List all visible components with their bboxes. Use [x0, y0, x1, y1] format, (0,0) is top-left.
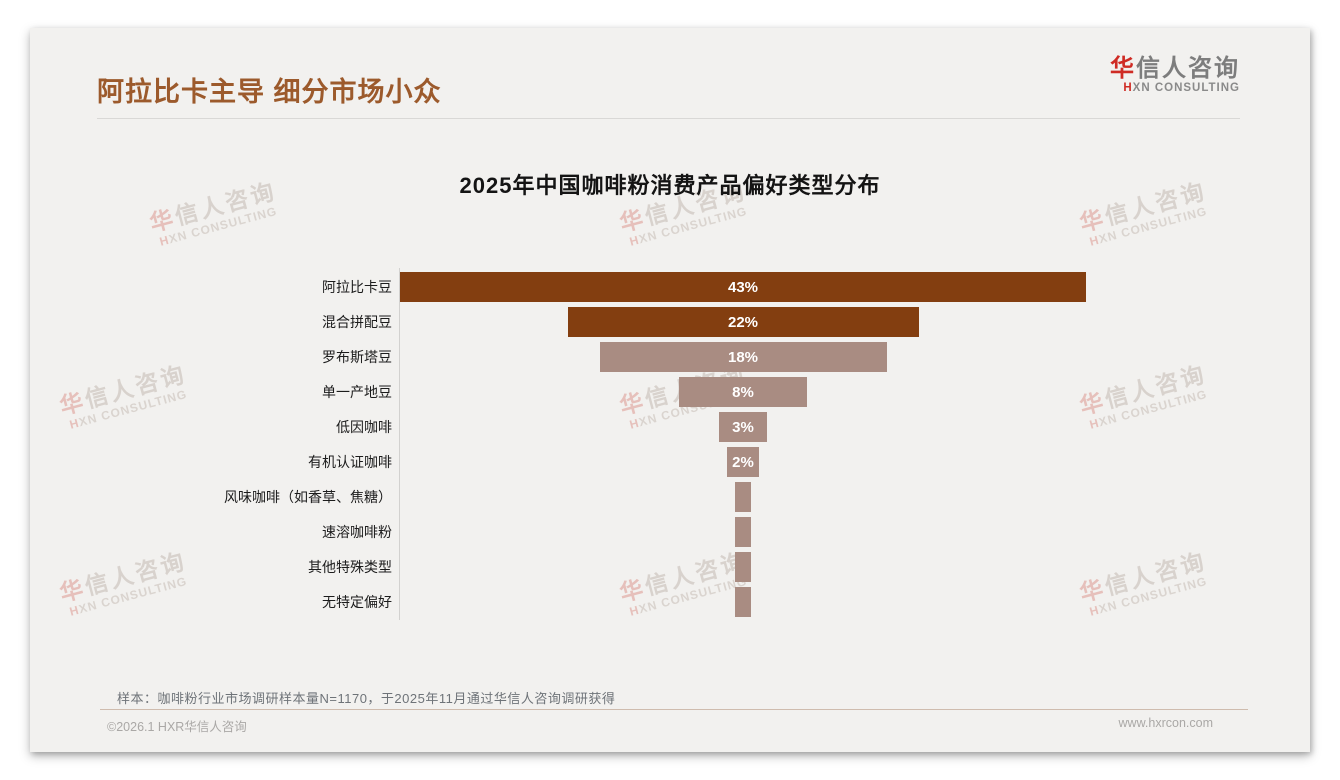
bar-value-label: 2%	[732, 453, 754, 471]
category-label: 阿拉比卡豆	[322, 279, 392, 295]
bar-value-label: 18%	[727, 348, 759, 366]
bar: 22%	[567, 307, 919, 337]
bar: 8%	[679, 377, 807, 407]
logo-en-text: HXN CONSULTING	[1123, 82, 1240, 95]
website-url: www.hxrcon.com	[1118, 716, 1213, 730]
logo-cn-text: 华信人咨询	[1110, 55, 1240, 82]
bar	[735, 482, 751, 512]
bar: 2%	[727, 447, 759, 477]
category-label: 单一产地豆	[322, 384, 392, 400]
bar: 3%	[719, 412, 767, 442]
category-label: 其他特殊类型	[308, 559, 392, 575]
funnel-bar-chart: 阿拉比卡豆 43% 混合拼配豆 22% 罗布斯塔豆 18% 单一产地豆 8% 低因咖啡 3% 有机认…	[30, 28, 1310, 752]
category-label: 有机认证咖啡	[308, 454, 392, 470]
bar: 18%	[599, 342, 887, 372]
bar	[735, 587, 751, 617]
copyright-text: ©2026.1 HXR华信人咨询	[107, 720, 247, 734]
company-logo: 华信人咨询 HXN CONSULTING	[1110, 55, 1240, 95]
sample-footnote: 样本：咖啡粉行业市场调研样本量N=1170，于2025年11月通过华信人咨询调研…	[117, 691, 616, 706]
bar-value-label: 8%	[732, 383, 754, 401]
footer-divider	[100, 709, 1248, 710]
category-label: 风味咖啡（如香草、焦糖）	[224, 489, 392, 505]
category-label: 速溶咖啡粉	[322, 524, 392, 540]
bar	[735, 517, 751, 547]
header-divider	[97, 118, 1240, 119]
category-label: 罗布斯塔豆	[322, 349, 392, 365]
slide-card: 华信人咨询 HXN CONSULTING 华信人咨询 HXN CONSULTING 华信…	[30, 28, 1310, 752]
bar-value-label: 43%	[727, 278, 759, 296]
bar-value-label: 3%	[732, 418, 754, 436]
bar: 43%	[400, 272, 1086, 302]
chart-axis-line	[399, 268, 400, 620]
category-label: 无特定偏好	[322, 594, 392, 610]
category-label: 低因咖啡	[336, 419, 392, 435]
page-title: 阿拉比卡主导 细分市场小众	[97, 77, 442, 107]
chart-title: 2025年中国咖啡粉消费产品偏好类型分布	[459, 173, 881, 198]
category-label: 混合拼配豆	[322, 314, 392, 330]
bar	[735, 552, 751, 582]
bar-value-label: 22%	[727, 313, 759, 331]
